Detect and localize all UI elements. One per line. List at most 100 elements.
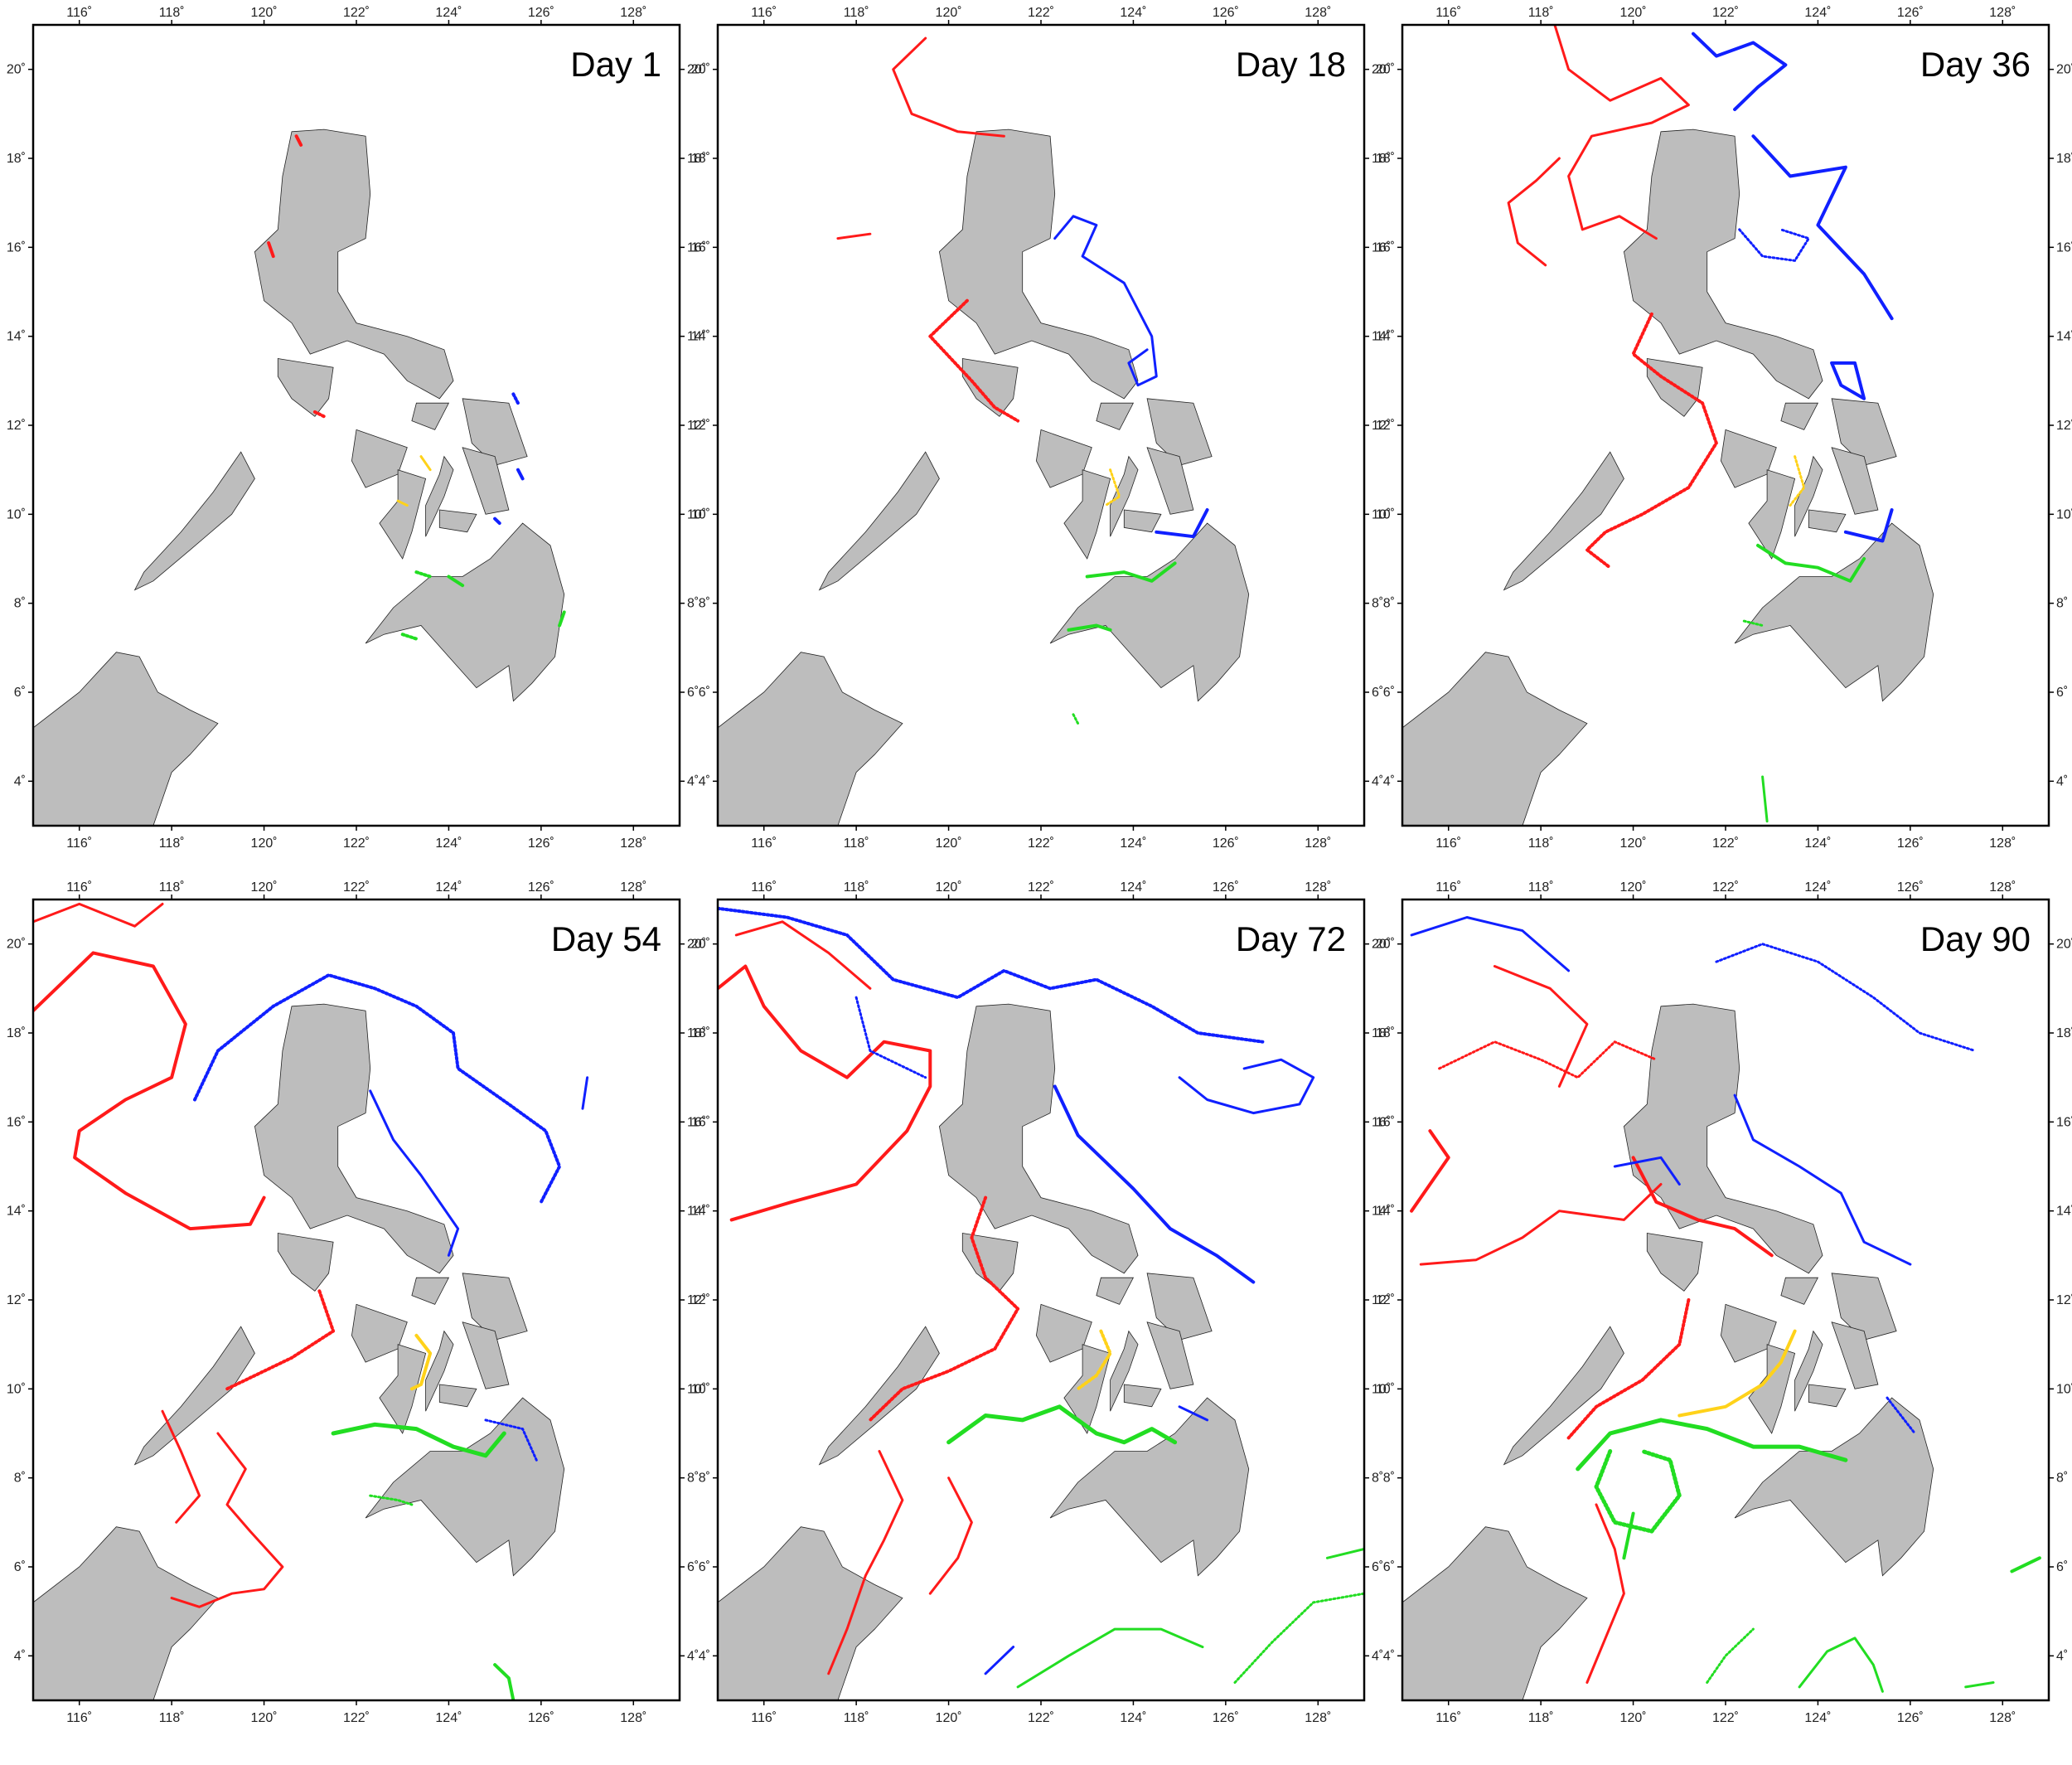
palawan-island <box>1503 451 1624 591</box>
leyte-island <box>462 1321 510 1389</box>
masbate-island <box>1780 402 1819 430</box>
borneo-landmass <box>1402 652 1588 826</box>
red-particle-track <box>33 951 266 1231</box>
lat-tick-label-left: 6˚ <box>14 686 26 700</box>
samar-island <box>462 1273 528 1341</box>
lon-tick-label-top: 126˚ <box>1213 6 1239 20</box>
lat-tick-label-right: 16˚ <box>687 240 706 255</box>
lat-tick-label-right: 6˚ <box>687 1560 699 1574</box>
negros-island <box>1748 1344 1796 1434</box>
lon-tick-label-bottom: 116˚ <box>1435 836 1461 851</box>
green-particle-track <box>1576 1418 1848 1472</box>
map-panel-day-18: 116˚ 116˚ 118˚ 118˚ 120˚ 120˚ 122˚ 122˚ 124˚ 124˚… <box>691 6 1391 851</box>
lat-tick-label-right: 6˚ <box>2056 686 2068 700</box>
blue-particle-track <box>854 996 927 1079</box>
blue-particle-track <box>1178 1058 1315 1115</box>
blue-particle-track <box>1738 228 1810 262</box>
blue-particle-track <box>484 1418 538 1462</box>
masbate-island <box>1780 1277 1819 1305</box>
lat-tick-label-left: 20˚ <box>1376 63 1395 77</box>
green-particle-track <box>447 575 465 588</box>
yellow-particle-track <box>1076 1329 1112 1391</box>
lon-tick-label-top: 128˚ <box>1989 880 2016 895</box>
palawan-island <box>1503 1326 1624 1466</box>
luzon-landmass <box>1623 128 1823 400</box>
lon-tick-label-top: 122˚ <box>1028 6 1054 20</box>
lon-tick-label-bottom: 128˚ <box>1989 1711 2016 1725</box>
masbate-island <box>1096 1277 1135 1305</box>
lat-tick-label-right: 18˚ <box>1372 152 1391 166</box>
lat-tick-label-right: 20˚ <box>1372 938 1391 952</box>
bohol-island <box>1123 1384 1162 1408</box>
red-particle-track <box>225 1289 336 1391</box>
lat-tick-label-right: 14˚ <box>687 330 706 344</box>
red-particle-track <box>1507 157 1561 267</box>
lat-tick-label-left: 4˚ <box>1383 1649 1395 1663</box>
lat-tick-label-right: 6˚ <box>1372 686 1383 700</box>
luzon-landmass <box>254 128 454 400</box>
cebu-island <box>1794 455 1823 537</box>
lon-tick-label-bottom: 116˚ <box>66 836 92 851</box>
lon-tick-label-top: 120˚ <box>936 880 962 895</box>
lat-tick-label-right: 12˚ <box>1372 419 1391 433</box>
yellow-particle-track <box>419 455 432 472</box>
masbate-island <box>1096 402 1135 430</box>
lon-tick-label-bottom: 128˚ <box>620 1711 646 1725</box>
lon-tick-label-top: 126˚ <box>528 6 554 20</box>
lat-tick-label-left: 14˚ <box>691 330 710 344</box>
samar-island <box>462 398 528 466</box>
blue-particle-track <box>984 1646 1015 1675</box>
mindanao-landmass <box>365 1397 565 1577</box>
lon-tick-label-top: 118˚ <box>844 6 869 20</box>
mindanao-landmass <box>1049 1397 1250 1577</box>
leyte-island <box>1831 447 1879 515</box>
lat-tick-label-left: 14˚ <box>7 1205 26 1219</box>
lat-tick-label-right: 10˚ <box>1372 507 1391 521</box>
lon-tick-label-bottom: 116˚ <box>751 836 777 851</box>
green-particle-track <box>1594 1449 1682 1534</box>
red-particle-track <box>1410 1129 1450 1213</box>
masbate-island <box>411 1277 450 1305</box>
luzon-landmass <box>254 1003 454 1274</box>
lat-tick-label-left: 18˚ <box>7 152 26 166</box>
lon-tick-label-top: 120˚ <box>251 6 278 20</box>
blue-particle-track <box>369 1089 460 1257</box>
red-particle-track <box>928 298 1020 423</box>
lat-tick-label-left: 4˚ <box>699 1649 710 1663</box>
red-particle-track <box>33 902 164 928</box>
cebu-island <box>1110 1330 1139 1412</box>
lon-tick-label-top: 128˚ <box>1305 6 1331 20</box>
lat-tick-label-right: 4˚ <box>687 1649 699 1663</box>
luzon-landmass <box>1623 1003 1823 1274</box>
lat-tick-label-left: 20˚ <box>691 63 710 77</box>
blue-particle-track <box>1886 1396 1916 1435</box>
lat-tick-label-left: 10˚ <box>7 507 26 521</box>
lon-tick-label-top: 120˚ <box>251 880 278 895</box>
lat-tick-label-left: 18˚ <box>1376 152 1395 166</box>
lon-tick-label-bottom: 128˚ <box>1305 836 1331 851</box>
lat-tick-label-right: 10˚ <box>1372 1382 1391 1396</box>
lat-tick-label-right: 12˚ <box>2056 419 2072 433</box>
lon-tick-label-top: 128˚ <box>620 880 646 895</box>
blue-particle-track <box>193 973 562 1204</box>
lat-tick-label-left: 8˚ <box>14 1472 26 1486</box>
lon-tick-label-bottom: 128˚ <box>1989 836 2016 851</box>
day-label: Day 72 <box>1236 919 1346 958</box>
lon-tick-label-bottom: 128˚ <box>620 836 646 851</box>
green-particle-track <box>1756 543 1866 583</box>
lon-tick-label-top: 128˚ <box>1305 880 1331 895</box>
lat-tick-label-left: 16˚ <box>1376 240 1395 255</box>
lat-tick-label-right: 20˚ <box>687 938 706 952</box>
lat-tick-label-left: 12˚ <box>7 419 26 433</box>
lat-tick-label-right: 6˚ <box>687 686 699 700</box>
mindoro-island <box>1646 358 1703 417</box>
samar-island <box>1146 1273 1213 1341</box>
samar-island <box>1146 398 1213 466</box>
lat-tick-label-left: 20˚ <box>7 63 26 77</box>
red-particle-track <box>1493 965 1589 1088</box>
lat-tick-label-right: 14˚ <box>687 1205 706 1219</box>
lon-tick-label-bottom: 116˚ <box>66 1711 92 1725</box>
blue-particle-track <box>1053 1084 1256 1284</box>
red-particle-track <box>312 410 326 419</box>
